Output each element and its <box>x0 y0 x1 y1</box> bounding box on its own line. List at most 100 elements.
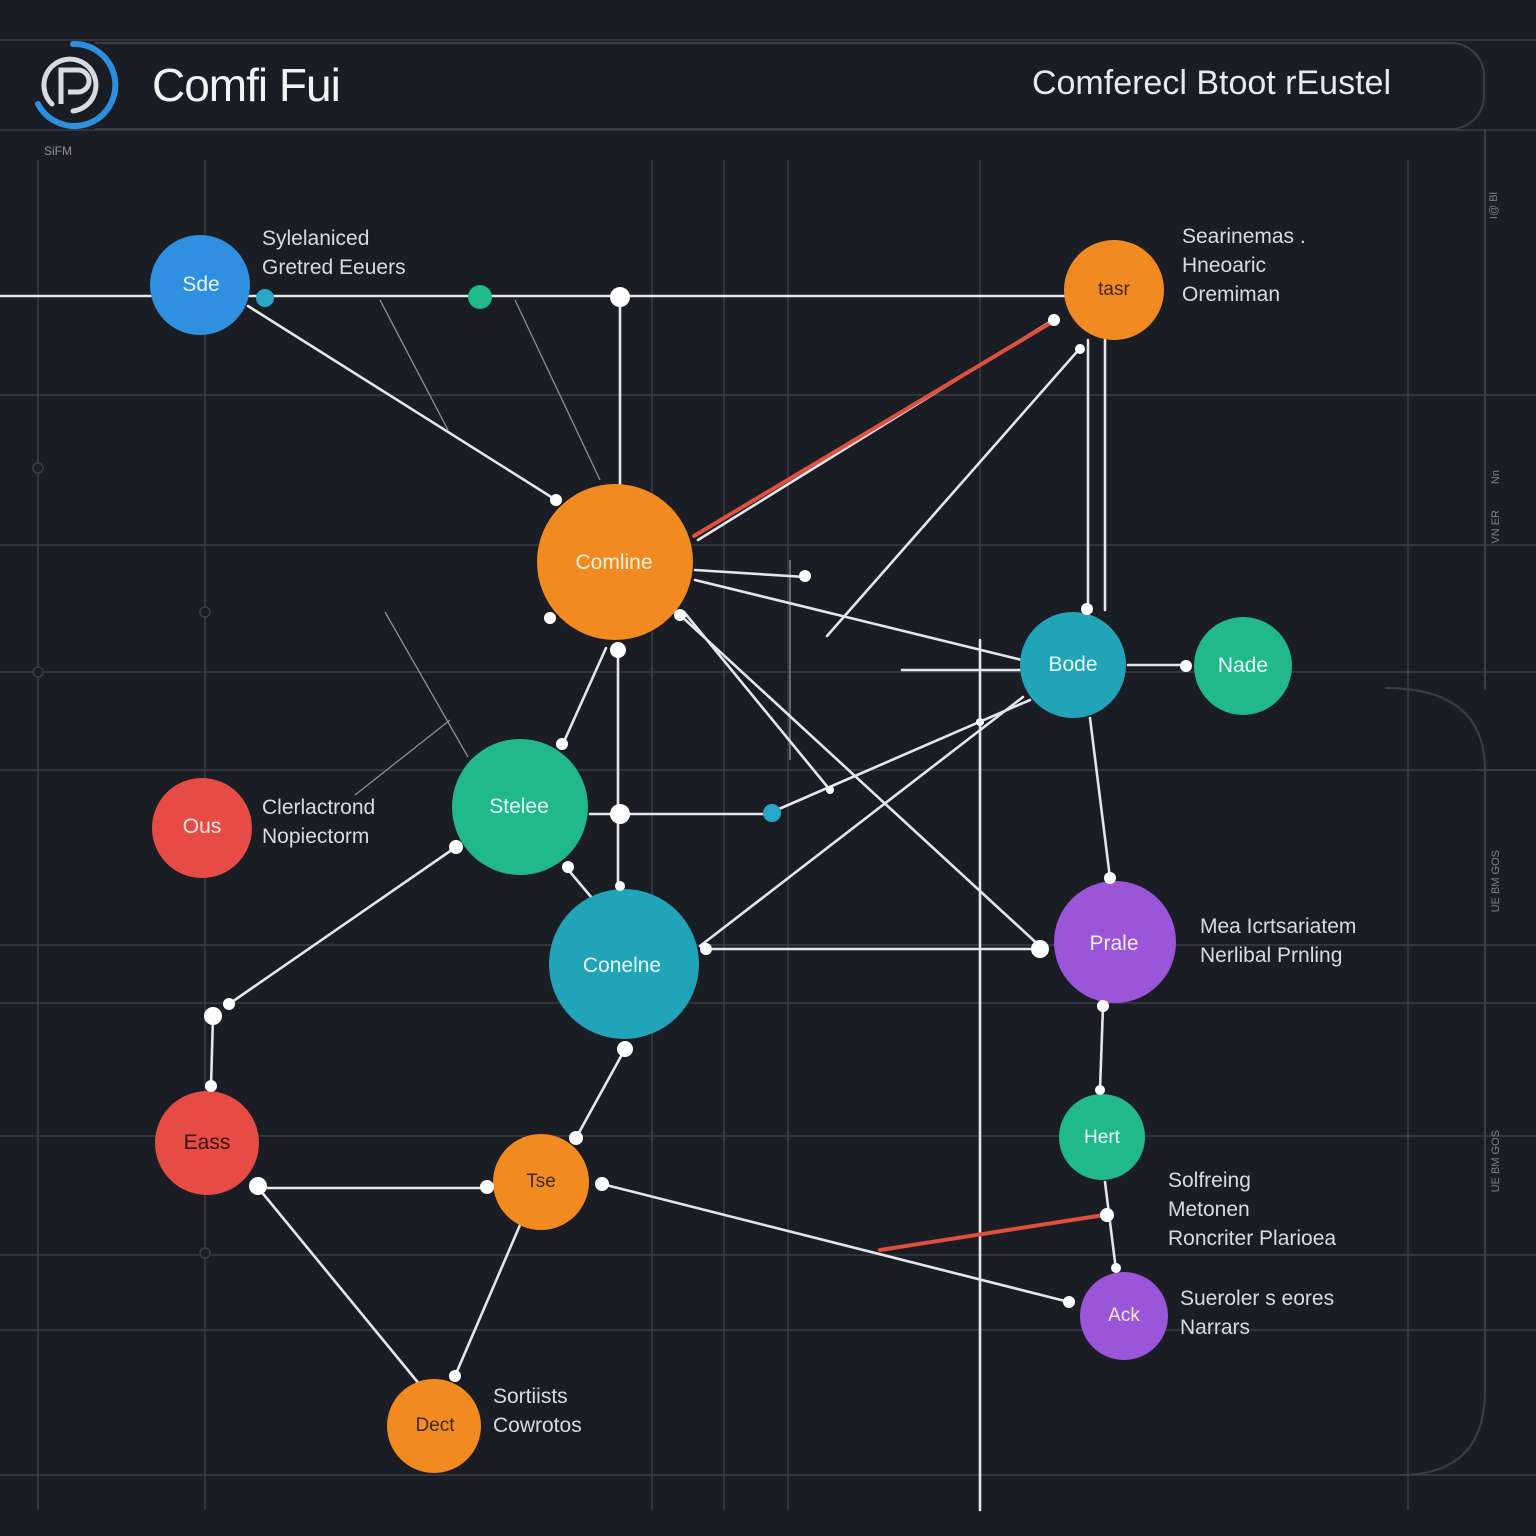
caption-line: Hneoaric <box>1182 254 1267 277</box>
graph-edge <box>560 646 608 748</box>
graph-edge-highlight <box>878 1213 1106 1252</box>
side-tag-2: Nn <box>1490 470 1502 485</box>
connector-dot <box>449 840 463 854</box>
connector-dot <box>674 609 686 621</box>
side-tag-1: I@ Bl <box>1488 192 1500 220</box>
caption-prale: Mea Icrtsariatem Nerlibal Prnling <box>1200 912 1356 970</box>
connector-dot <box>468 285 492 309</box>
caption-line: Gretred Eeuers <box>262 256 406 279</box>
connector-dot <box>1075 344 1085 354</box>
caption-line: Sylelaniced <box>262 227 370 250</box>
connector-dot <box>1048 314 1060 326</box>
graph-node-dect <box>387 1379 481 1473</box>
caption-line: Nerlibal Prnling <box>1200 944 1343 967</box>
faint-connector <box>354 719 451 796</box>
connector-dot <box>1100 1208 1114 1222</box>
connector-dot <box>799 570 811 582</box>
connector-dot <box>205 1080 217 1092</box>
grid-marker <box>32 462 44 474</box>
graph-edge <box>693 568 807 579</box>
graph-node-conelne <box>549 889 699 1039</box>
graph-edge <box>209 1014 215 1088</box>
connector-dot <box>562 861 574 873</box>
caption-ous: Clerlactrond Nopiectorm <box>262 793 375 851</box>
graph-edge <box>825 344 1084 638</box>
caption-ack: Sueroler s eores Narrars <box>1180 1284 1334 1342</box>
caption-line: Sueroler s eores <box>1180 1287 1335 1310</box>
connector-dot <box>826 786 834 794</box>
connector-dot <box>249 1177 267 1195</box>
caption-line: Sortiists <box>493 1385 568 1408</box>
graph-node-ack <box>1080 1272 1168 1360</box>
connector-dot <box>204 1007 222 1025</box>
caption-line: Metonen <box>1168 1198 1250 1221</box>
caption-dect: Sortiists Cowrotos <box>493 1382 582 1440</box>
caption-line: Nopiectorm <box>262 825 370 848</box>
graph-edge <box>246 304 558 502</box>
faint-connector <box>379 299 449 431</box>
graph-node-sde <box>150 235 250 335</box>
graph-edge <box>1098 1004 1105 1092</box>
connector-dot <box>550 494 562 506</box>
graph-edge <box>258 1188 422 1387</box>
connector-dot <box>556 738 568 750</box>
side-tag-4: UE BM GOS <box>1490 850 1502 913</box>
caption-sde: Sylelaniced Gretred Eeuers <box>262 224 406 282</box>
graph-node-nade <box>1194 617 1292 715</box>
graph-edge <box>600 1182 1071 1304</box>
connector-dot <box>595 1177 609 1191</box>
graph-node-stelee <box>452 739 588 875</box>
graph-edge <box>678 613 1045 951</box>
connector-dot <box>763 804 781 822</box>
connector-dot <box>1095 1085 1105 1095</box>
side-tag-3: VN ER <box>1490 510 1502 544</box>
graph-edge <box>770 698 1032 814</box>
caption-hert: Solfreing Metonen Roncriter Plarioea <box>1168 1166 1336 1253</box>
connector-dot <box>1180 660 1192 672</box>
connector-dot <box>1111 1263 1121 1273</box>
connector-dot <box>223 998 235 1010</box>
caption-line: Mea Icrtsariatem <box>1200 915 1357 938</box>
caption-line: Solfreing <box>1168 1169 1251 1192</box>
connector-dot <box>544 612 556 624</box>
grid-marker <box>32 666 44 678</box>
caption-line: Cowrotos <box>493 1414 582 1437</box>
graph-node-comline <box>537 484 693 640</box>
graph-edge <box>682 610 832 792</box>
graph-node-prale <box>1054 881 1176 1003</box>
connector-dot <box>256 289 274 307</box>
header-frame <box>95 42 1485 130</box>
connector-dot <box>480 1180 494 1194</box>
connector-dot <box>449 1370 461 1382</box>
grid-frame-right <box>1384 687 1486 1476</box>
graph-edge <box>698 695 1025 948</box>
connector-dot <box>615 881 625 891</box>
faint-connector <box>514 299 601 481</box>
faint-connector <box>384 611 469 758</box>
grid-marker <box>199 606 211 618</box>
connector-dot <box>610 804 630 824</box>
graph-edge <box>1088 716 1112 880</box>
graph-node-tse <box>493 1134 589 1230</box>
connector-dot <box>1031 940 1049 958</box>
connector-dot <box>1104 872 1116 884</box>
side-tag-5: UE BM GOS <box>1490 1130 1502 1193</box>
graph-node-tasr <box>1064 240 1164 340</box>
caption-line: Clerlactrond <box>262 796 376 819</box>
graph-edge <box>1103 1180 1118 1272</box>
connector-dot <box>610 287 630 307</box>
graph-node-eass <box>155 1091 259 1195</box>
brand-title: Comfi Fui <box>152 59 341 111</box>
graph-edge <box>574 1047 627 1140</box>
graph-node-hert <box>1059 1094 1145 1180</box>
caption-line: Narrars <box>1180 1316 1251 1339</box>
connector-dot <box>976 718 984 726</box>
caption-line: Oremiman <box>1182 283 1281 306</box>
caption-line: Roncriter Plarioea <box>1168 1227 1337 1250</box>
graph-edge <box>453 1223 522 1378</box>
brand-subtitle: SiFM <box>44 144 72 158</box>
grid-marker <box>199 1247 211 1259</box>
connector-dot <box>610 642 626 658</box>
